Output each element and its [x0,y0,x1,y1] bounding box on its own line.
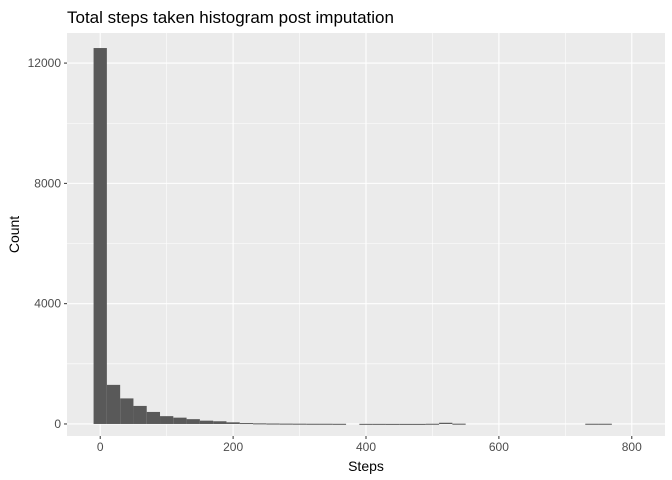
y-tick-label: 4000 [34,297,61,311]
histogram-bar [319,423,333,425]
histogram-bar [439,422,453,424]
x-tick-label: 400 [356,440,376,454]
histogram-bar [359,423,373,425]
histogram-bar [585,423,599,425]
x-axis-title: Steps [348,458,384,474]
y-axis-ticks: 0 4000 8000 12000 [28,56,67,431]
histogram-bar [292,423,307,425]
histogram-bar [306,423,320,425]
histogram-bar [279,423,293,425]
y-tick-label: 8000 [34,176,61,190]
histogram-bar [598,423,612,425]
histogram-bar [120,398,134,424]
histogram-bar [146,411,161,424]
histogram-bar [385,423,400,425]
x-tick-label: 0 [97,440,104,454]
histogram-bar [93,48,107,424]
histogram-bar [253,423,267,425]
histogram-bar [266,423,280,425]
histogram-bar [106,384,121,424]
x-tick-label: 600 [489,440,509,454]
histogram-bar [372,423,386,425]
histogram-bars [93,48,612,425]
histogram-bar [226,422,240,424]
histogram-bar [173,417,187,424]
x-tick-label: 800 [622,440,642,454]
y-tick-label: 12000 [28,56,62,70]
histogram-bar [425,423,440,425]
histogram-bar [412,423,426,425]
y-axis-title: Count [6,216,22,253]
histogram-bar [199,420,214,424]
histogram-bar [160,416,174,424]
histogram-bar [213,421,227,424]
histogram-bar [332,423,347,425]
histogram-bar [186,419,200,424]
histogram-bar [452,423,466,425]
histogram-bar [399,423,413,425]
y-tick-label: 0 [54,417,61,431]
chart-title: Total steps taken histogram post imputat… [67,8,394,27]
x-axis-ticks: 0 200 400 600 800 [97,436,642,454]
histogram-bar [239,423,254,425]
x-tick-label: 200 [223,440,243,454]
histogram-bar [133,405,147,424]
